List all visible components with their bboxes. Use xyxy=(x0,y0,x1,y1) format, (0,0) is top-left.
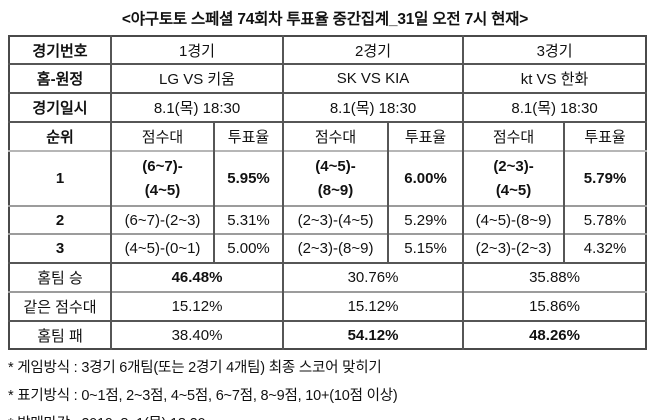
game1-score-header: 점수대 xyxy=(110,121,214,151)
home-loss-label: 홈팀 패 xyxy=(9,320,111,349)
game2-rank2-score: (2~3)-(4~5) xyxy=(282,205,389,234)
row-home-loss: 홈팀 패 38.40% 54.12% 48.26% xyxy=(9,320,647,349)
game1-same-range: 15.12% xyxy=(109,291,284,321)
row-datetime: 경기일시 8.1(목) 18:30 8.1(목) 18:30 8.1(목) 18… xyxy=(9,92,647,122)
game2-same-range: 15.12% xyxy=(282,291,464,321)
game1-rank1-vote: 5.95% xyxy=(212,150,284,206)
same-range-label: 같은 점수대 xyxy=(9,291,111,321)
game1-rank2-vote: 5.31% xyxy=(212,205,284,234)
game1-rank2-score: (6~7)-(2~3) xyxy=(110,205,214,234)
footnote-game-method: * 게임방식 : 3경기 6개팀(또는 2경기 4개팀) 최종 스코어 맞히기 xyxy=(8,360,382,376)
game3-same-range: 15.86% xyxy=(462,291,647,321)
row-home-win: 홈팀 승 46.48% 30.76% 35.88% xyxy=(9,262,647,292)
footnote-sales-deadline: * 발매마감 : 2019. 8. 1(목) 18:20 xyxy=(8,410,650,420)
datetime-label: 경기일시 xyxy=(9,92,111,122)
game2-score-header: 점수대 xyxy=(282,121,389,151)
game2-rank1-vote: 6.00% xyxy=(387,150,464,206)
game3-rank2-score: (4~5)-(8~9) xyxy=(462,205,565,234)
game2-rank3-vote: 5.15% xyxy=(387,233,464,263)
footnote-notation: * 표기방식 : 0~1점, 2~3점, 4~5점, 6~7점, 8~9점, 1… xyxy=(8,388,398,404)
game1-home-loss: 38.40% xyxy=(109,320,284,349)
footnotes: * 게임방식 : 3경기 6개팀(또는 2경기 4개팀) 최종 스코어 맞히기 … xyxy=(8,354,650,420)
game2-datetime: 8.1(목) 18:30 xyxy=(282,92,464,122)
rank-1-number: 1 xyxy=(9,150,111,206)
row-home-away: 홈-원정 LG VS 키움 SK VS KIA kt VS 한화 xyxy=(9,63,647,93)
game3-rank3-score: (2~3)-(2~3) xyxy=(462,233,565,263)
game1-datetime: 8.1(목) 18:30 xyxy=(109,92,284,122)
game1-vote-header: 투표율 xyxy=(212,121,284,151)
rank-label: 순위 xyxy=(9,121,111,151)
row-rank-1: 1 (6~7)- (4~5) 5.95% (4~5)- (8~9) 6.00% … xyxy=(9,150,647,206)
game3-rank1-score: (2~3)- (4~5) xyxy=(462,150,565,206)
game3-home-loss: 48.26% xyxy=(462,320,647,349)
game2-home-win: 30.76% xyxy=(282,262,464,292)
game1-number: 1경기 xyxy=(109,36,284,64)
game3-rank2-vote: 5.78% xyxy=(563,205,647,234)
game3-number: 3경기 xyxy=(462,36,647,64)
home-away-label: 홈-원정 xyxy=(9,63,111,93)
game3-vote-header: 투표율 xyxy=(563,121,647,151)
home-win-label: 홈팀 승 xyxy=(9,262,111,292)
game2-teams: SK VS KIA xyxy=(282,63,464,93)
game2-home-loss: 54.12% xyxy=(282,320,464,349)
game1-rank3-vote: 5.00% xyxy=(212,233,284,263)
game1-home-win: 46.48% xyxy=(109,262,284,292)
rank-2-number: 2 xyxy=(9,205,111,234)
game-number-label: 경기번호 xyxy=(32,42,88,60)
row-rank-3: 3 (4~5)-(0~1) 5.00% (2~3)-(8~9) 5.15% (2… xyxy=(9,233,647,263)
game3-home-win: 35.88% xyxy=(462,262,647,292)
vote-table: 경기번호 1경기 2경기 3경기 홈-원정 LG VS 키움 SK VS KIA… xyxy=(8,35,648,350)
game2-vote-header: 투표율 xyxy=(387,121,464,151)
game3-datetime: 8.1(목) 18:30 xyxy=(462,92,647,122)
game3-score-header: 점수대 xyxy=(462,121,565,151)
game2-rank3-score: (2~3)-(8~9) xyxy=(282,233,389,263)
row-same-range: 같은 점수대 15.12% 15.12% 15.86% xyxy=(9,291,647,321)
game3-rank3-vote: 4.32% xyxy=(563,233,647,263)
game2-number: 2경기 xyxy=(282,36,464,64)
row-subheader: 순위 점수대 투표율 점수대 투표율 점수대 투표율 xyxy=(9,121,647,151)
game1-teams: LG VS 키움 xyxy=(109,63,284,93)
row-rank-2: 2 (6~7)-(2~3) 5.31% (2~3)-(4~5) 5.29% (4… xyxy=(9,205,647,234)
game3-teams: kt VS 한화 xyxy=(462,63,647,93)
game1-rank1-score: (6~7)- (4~5) xyxy=(110,150,214,206)
game2-rank2-vote: 5.29% xyxy=(387,205,464,234)
game2-rank1-score: (4~5)- (8~9) xyxy=(282,150,389,206)
game3-rank1-vote: 5.79% xyxy=(563,150,647,206)
rank-3-number: 3 xyxy=(9,233,111,263)
game1-rank3-score: (4~5)-(0~1) xyxy=(110,233,214,263)
page-title: <야구토토 스페셜 74회차 투표율 중간집계_31일 오전 7시 현재> xyxy=(121,11,529,28)
row-game-number: 경기번호 1경기 2경기 3경기 xyxy=(9,36,647,64)
